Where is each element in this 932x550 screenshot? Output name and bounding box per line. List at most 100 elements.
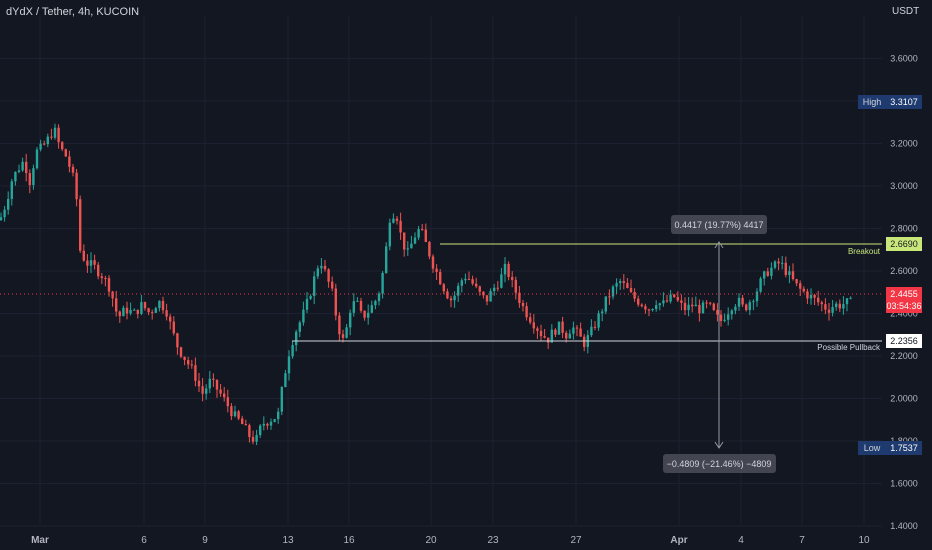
y-tick-label: 2.4000: [890, 309, 918, 319]
low-value-text: 1.7537: [890, 443, 918, 453]
annotation-overlays: 0.4417 (19.77%) 4417 −0.4809 (−21.46%) −…: [0, 215, 882, 473]
candle-body: [25, 161, 28, 174]
y-tick-label: 3.2000: [890, 139, 918, 149]
candle-body: [475, 283, 478, 287]
candle-body: [784, 262, 787, 275]
candle-body: [421, 229, 424, 231]
high-value-text: 3.3107: [890, 97, 918, 107]
candle-body: [680, 300, 683, 303]
candle-body: [395, 218, 399, 221]
candle-body: [122, 307, 125, 317]
candle-body: [57, 127, 60, 143]
candle-body: [845, 298, 849, 305]
candle-body: [601, 311, 604, 314]
candle-body: [543, 336, 546, 338]
candle-body: [169, 316, 172, 322]
candle-body: [50, 136, 53, 138]
candle-body: [813, 294, 816, 298]
candle-body: [709, 302, 712, 304]
pullback-value-badge: [886, 334, 922, 348]
candle-body: [403, 232, 406, 250]
candle-body: [392, 218, 395, 223]
low-label-text: Low: [864, 443, 881, 453]
candle-body: [183, 356, 186, 361]
candle-body: [698, 304, 701, 314]
x-tick-label: Apr: [670, 535, 687, 546]
candle-body: [341, 334, 345, 338]
candle-body: [313, 276, 316, 296]
candle-body: [79, 199, 82, 251]
candle-body: [82, 250, 85, 261]
candle-body: [424, 229, 427, 242]
pullback-value-text: 2.2356: [890, 336, 918, 346]
candle-body: [575, 327, 579, 329]
candle-body: [176, 333, 179, 348]
candle-body: [741, 297, 744, 305]
candle-body: [557, 321, 561, 335]
candle-body: [439, 271, 442, 285]
candle-body: [734, 306, 737, 311]
candle-body: [730, 310, 733, 315]
x-tick-label: 23: [487, 535, 499, 546]
candle-body: [579, 328, 582, 337]
candle-body: [838, 303, 841, 309]
x-tick-label: 6: [141, 535, 147, 546]
candle-body: [809, 294, 813, 299]
candle-body: [35, 149, 39, 169]
candle-body: [147, 308, 150, 313]
candle-body: [781, 262, 784, 264]
candle-body: [457, 285, 460, 296]
candle-body: [737, 297, 741, 307]
time-axis[interactable]: Mar 6 9 13 16 20 23 27 Apr 4 7 10: [31, 535, 870, 546]
candle-body: [71, 166, 75, 173]
y-tick-label: 3.6000: [890, 54, 918, 64]
candle-body: [410, 243, 413, 249]
candle-body: [237, 411, 240, 419]
candle-body: [435, 268, 438, 272]
candle-body: [568, 333, 571, 339]
candle-body: [554, 329, 557, 335]
candle-body: [3, 209, 6, 218]
candle-body: [100, 276, 103, 279]
candle-body: [673, 294, 676, 297]
symbol-title[interactable]: dYdX / Tether, 4h, KUCOIN: [6, 6, 140, 18]
candle-body: [536, 328, 539, 331]
candle-body: [647, 309, 651, 311]
x-tick-label: Mar: [31, 535, 49, 546]
candle-body: [226, 397, 229, 407]
candle-body: [460, 280, 463, 286]
current-price-text: 2.4455: [890, 289, 918, 299]
candle-body: [482, 291, 485, 296]
x-tick-label: 27: [570, 535, 582, 546]
candle-body: [705, 302, 708, 304]
candle-body: [777, 261, 780, 264]
candle-body: [158, 300, 161, 309]
candle-body: [640, 304, 643, 307]
candle-body: [316, 268, 319, 277]
candle-body: [817, 297, 820, 303]
x-tick-label: 20: [425, 535, 437, 546]
high-value-badge: [886, 95, 922, 109]
candle-body: [367, 312, 370, 318]
candle-body: [129, 309, 132, 314]
candle-body: [658, 303, 661, 306]
candle-body: [464, 278, 467, 281]
candle-body: [334, 288, 337, 316]
y-tick-label: 2.8000: [890, 224, 918, 234]
candle-body: [727, 314, 730, 320]
x-tick-label: 7: [799, 535, 805, 546]
measure-down-label: −0.4809 (−21.46%) −4809: [667, 459, 772, 469]
candle-body: [287, 356, 291, 374]
candle-body: [449, 298, 453, 301]
candle-body: [529, 317, 532, 323]
candle-body: [716, 310, 719, 315]
candle-body: [842, 304, 845, 309]
candle-body: [104, 278, 107, 280]
measure-down-box: [663, 454, 776, 473]
candle-body: [611, 286, 615, 297]
candle-body: [381, 272, 384, 294]
candle-body: [21, 161, 24, 171]
low-value-badge: [886, 441, 922, 455]
candle-body: [327, 269, 330, 282]
